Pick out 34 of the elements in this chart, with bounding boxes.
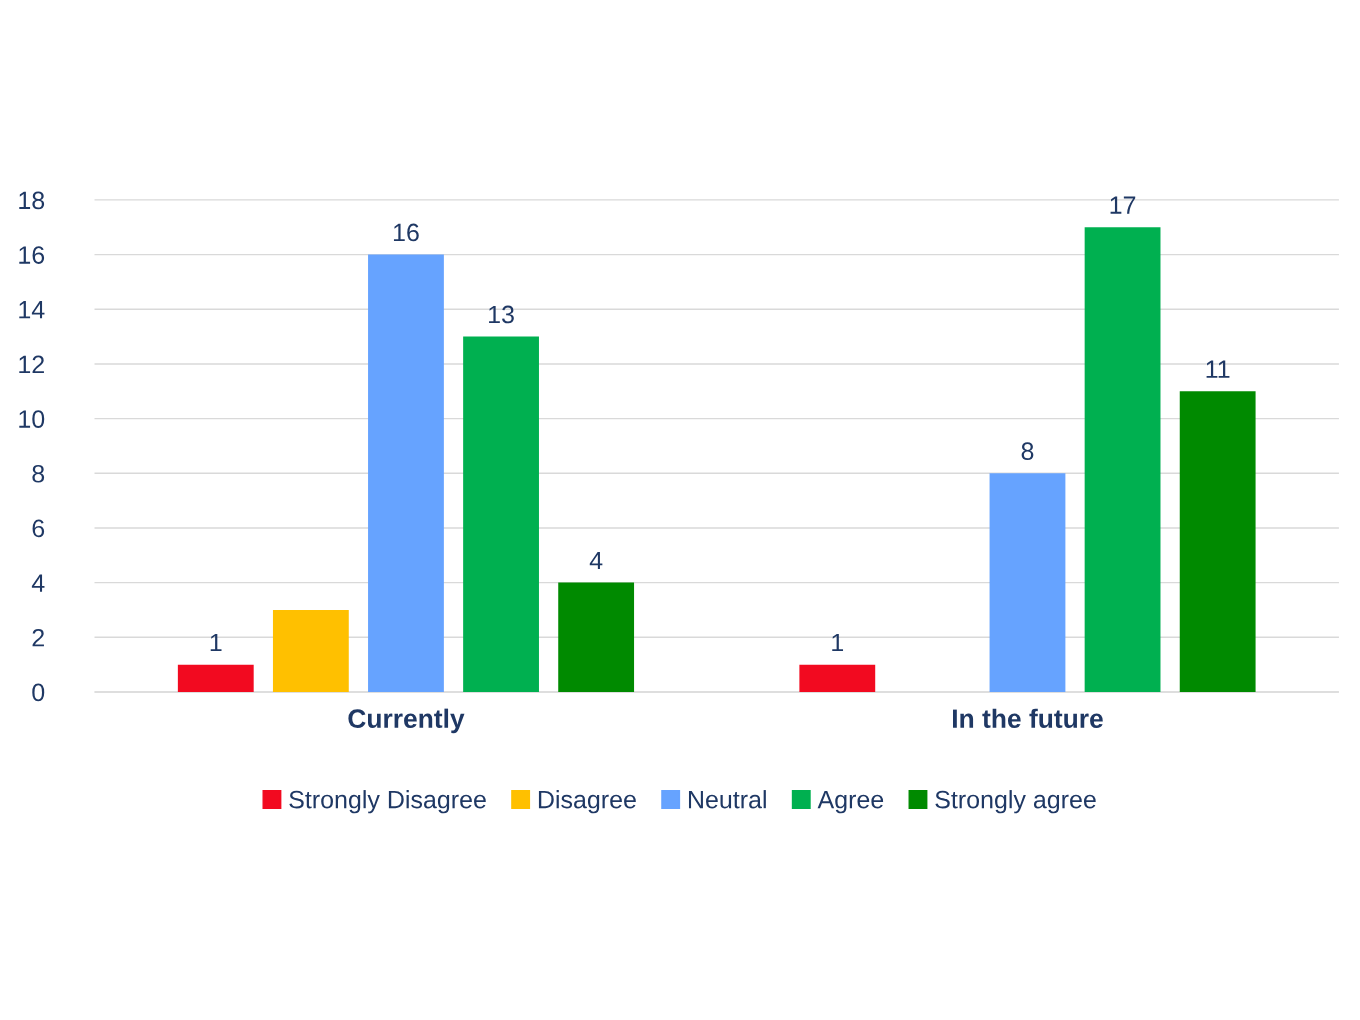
bar <box>177 664 254 692</box>
x-tick-label: In the future <box>953 708 1103 729</box>
y-tick-label: 8 <box>32 464 45 483</box>
data-label: 13 <box>489 305 514 324</box>
legend-label: Agree <box>817 790 884 814</box>
legend-label: Strongly agree <box>935 790 1096 814</box>
data-label: 16 <box>393 223 419 242</box>
bar <box>558 582 635 692</box>
y-tick-label: 2 <box>32 628 44 647</box>
data-label: 17 <box>1110 196 1136 214</box>
legend-label: Disagree <box>538 790 636 814</box>
data-label: 1 <box>210 633 222 652</box>
y-tick-label: 12 <box>19 355 44 373</box>
bar <box>799 664 876 692</box>
y-tick-label: 14 <box>19 301 45 319</box>
legend-label: Neutral <box>688 790 766 809</box>
bar <box>272 609 349 692</box>
bar <box>368 254 444 692</box>
bar <box>989 473 1066 692</box>
y-tick-label: 16 <box>19 246 45 264</box>
bar <box>1084 227 1161 692</box>
legend-label: Strongly Disagree <box>289 790 486 814</box>
y-tick-label: 6 <box>32 519 45 538</box>
y-tick-label: 18 <box>19 191 45 210</box>
data-label: 4 <box>589 551 603 570</box>
y-tick-label: 4 <box>31 574 45 592</box>
bar <box>463 336 539 692</box>
x-tick-label: Currently <box>348 708 465 734</box>
y-tick-label: 0 <box>32 683 45 702</box>
data-label: 11 <box>1206 360 1230 378</box>
data-label: 8 <box>1021 442 1034 461</box>
data-label: 1 <box>832 633 844 652</box>
bar <box>1179 391 1256 692</box>
y-tick-label: 10 <box>19 410 45 428</box>
